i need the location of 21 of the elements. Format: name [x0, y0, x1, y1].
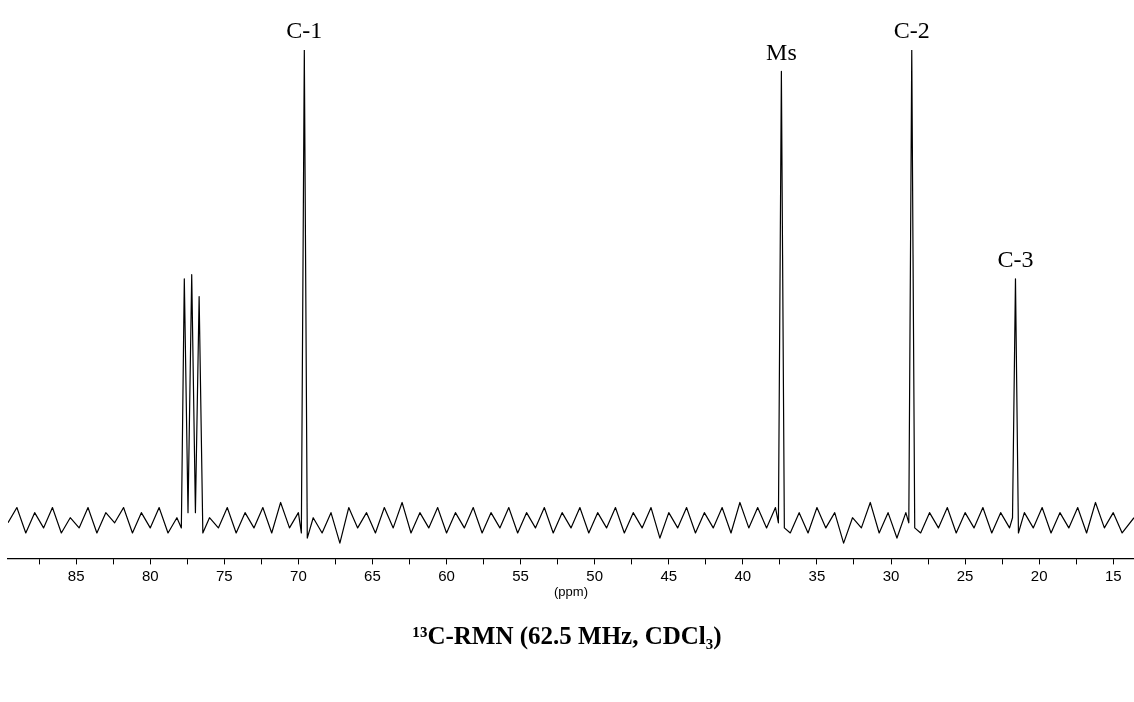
x-tick-label: 50 — [586, 566, 604, 584]
x-tick-label: 65 — [364, 566, 381, 584]
x-tick-label: 80 — [141, 566, 159, 584]
annotation: Ms — [766, 38, 797, 65]
x-tick-label: 60 — [438, 566, 455, 584]
x-tick-label: 70 — [290, 566, 307, 584]
x-tick-label: 75 — [215, 566, 233, 584]
x-tick-label: 25 — [956, 566, 974, 584]
x-tick-label: 15 — [1104, 566, 1122, 584]
x-tick-label: 35 — [808, 566, 826, 584]
x-tick-label: 45 — [660, 566, 678, 584]
x-tick-label: 85 — [67, 566, 85, 584]
x-tick-label: 55 — [512, 566, 529, 584]
x-tick-label: 30 — [882, 566, 900, 584]
x-tick-label: 20 — [1030, 566, 1048, 584]
annotation: C-3 — [997, 246, 1034, 273]
x-axis-title: (ppm) — [554, 583, 588, 599]
annotation: C-1 — [286, 17, 323, 44]
text: ¹³C-RMN (62.5 MHz, CDCl₃) — [411, 622, 723, 650]
x-tick-label: 40 — [734, 566, 752, 584]
annotation: C-2 — [893, 17, 930, 44]
